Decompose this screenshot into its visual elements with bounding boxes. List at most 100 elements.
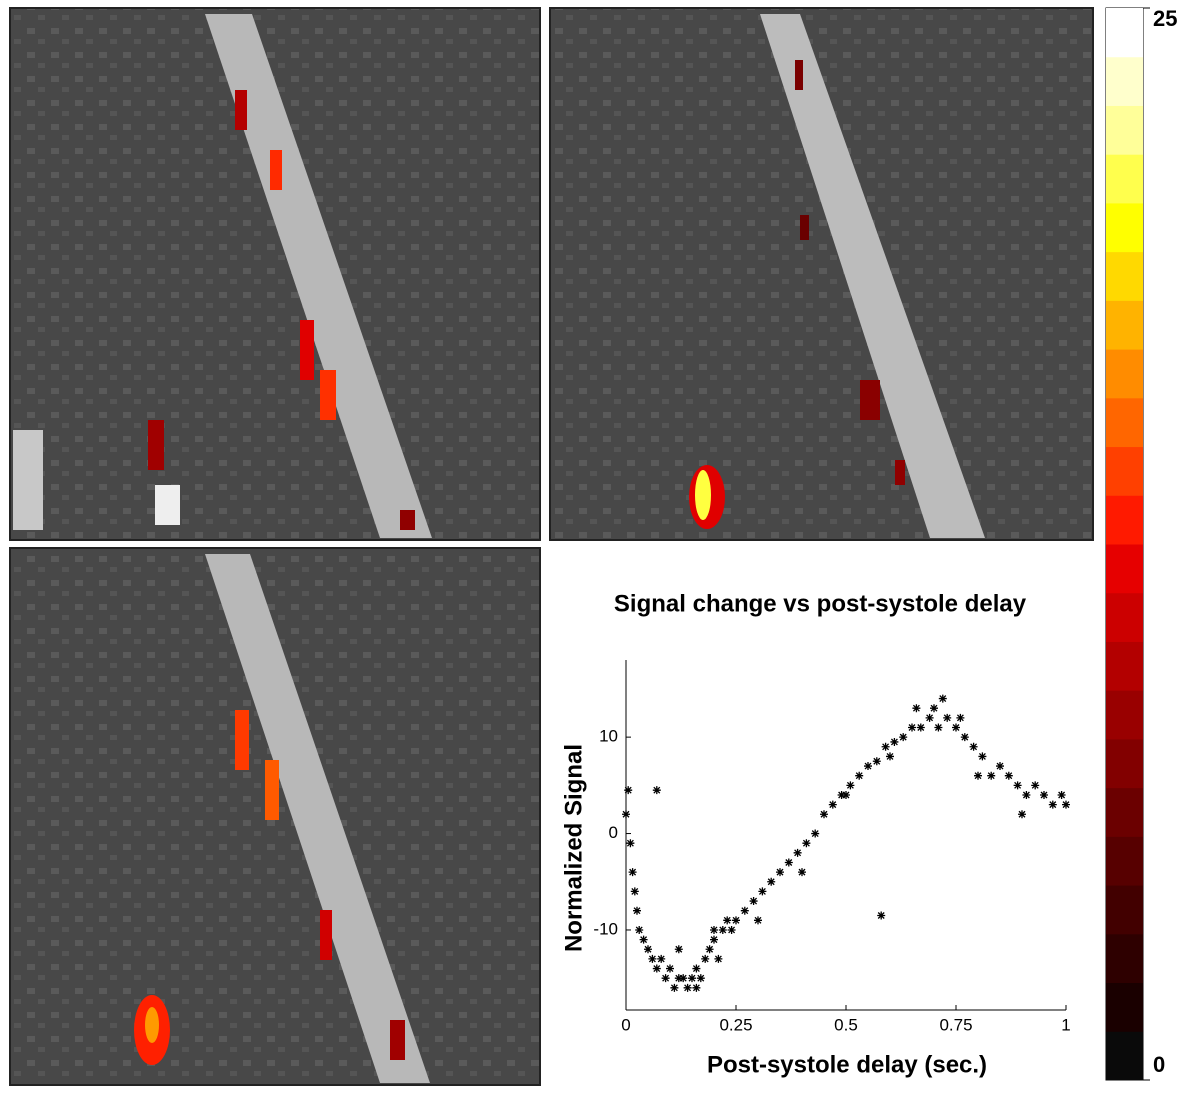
scatter-point [1062,800,1070,809]
scatter-point [956,713,965,722]
y-axis-label: Normalized Signal [560,744,587,952]
scatter-point [648,954,657,963]
scatter-point [633,906,641,915]
scatter-point [864,762,872,771]
colorbar-step [1106,641,1143,691]
scatter-point [960,733,969,742]
scatter-point [877,911,886,920]
scatter-point [886,752,894,761]
scatter-point [683,983,692,992]
x-tick-label: 0.75 [939,1015,972,1034]
colorbar-step [1106,300,1143,350]
scatter-point [828,800,837,809]
scatter-point [727,925,736,934]
scatter-point [688,974,696,983]
scatter-point [644,945,652,954]
scatter-point [1004,771,1013,780]
scatter-point [674,974,683,983]
scatter-point [943,713,952,722]
colorbar-step [1106,446,1143,496]
scatter-point [890,737,899,746]
scatter-point [674,945,683,954]
scatter-point [754,916,762,925]
scatter-point [630,887,639,896]
scatter-point [1031,781,1040,790]
scatter-point [987,771,996,780]
scatter-point [811,829,820,838]
scatter-point [639,935,648,944]
scatter-point [692,964,701,973]
scatter-point [718,925,727,934]
scatter-point [776,868,784,877]
scatter-point [925,713,934,722]
scatter-point [934,723,943,732]
scatter-point [666,964,674,973]
scatter-point [679,974,688,983]
scatter-point [793,848,802,857]
colorbar-step [1106,690,1143,740]
y-tick-label: -10 [593,919,618,938]
scatter-point [1048,800,1057,809]
scatter-point [622,810,630,819]
scatter-point [846,781,855,790]
scatter-point [1013,781,1022,790]
colorbar-step [1106,495,1143,545]
scatter-point [767,877,776,886]
scatter-point [978,752,987,761]
scatter-point [705,945,714,954]
y-tick-label: 0 [609,823,618,842]
scatter-point [701,954,710,963]
scatter-point [996,762,1004,771]
scatter-point [881,742,890,751]
scatter-point [872,757,881,766]
scatter-point [802,839,811,848]
colorbar-step [1106,836,1143,886]
colorbar-step [1106,787,1143,837]
scatter-point [714,954,723,963]
x-tick-label: 1 [1061,1015,1070,1034]
scatter-point [938,694,947,703]
scatter-point [628,868,637,877]
chart-title: Signal change vs post-systole delay [614,590,1027,617]
colorbar-step [1106,397,1143,448]
scatter-point [1022,790,1031,799]
scatter-point [908,723,916,732]
scatter-point [723,916,732,925]
x-tick-label: 0 [621,1015,630,1034]
colorbar-step [1106,885,1143,935]
scatter-point [749,897,758,906]
scatter-point [740,906,749,915]
scatter-point [837,790,846,799]
scatter-point [855,771,864,780]
colorbar-step [1106,933,1143,984]
colorbar-step [1106,105,1143,155]
colorbar-step [1106,154,1143,204]
image-panel [549,7,1094,541]
scatter-point [732,916,740,925]
scatter-point [798,868,806,877]
scatter-point [692,983,701,992]
colorbar-tick-label: 0 [1153,1052,1165,1077]
x-tick-label: 0.5 [834,1015,858,1034]
scatter-point [626,839,635,848]
scatter-point [652,786,661,795]
scatter-point [710,925,718,934]
scatter-point [969,742,978,751]
scatter-point [916,723,925,732]
scatter-point [842,790,850,799]
scatter-point [899,733,908,742]
y-tick-label: 10 [599,727,618,746]
scatter-point [820,810,828,819]
colorbar-step [1106,349,1143,399]
scatter-point [657,954,666,963]
colorbar-step [1106,202,1143,253]
colorbar-step [1106,56,1143,106]
scatter-point [974,771,982,780]
scatter-point [1018,810,1026,819]
colorbar-step [1106,8,1143,58]
scatter-point [912,704,921,713]
scatter-point [930,704,938,713]
colorbar-step [1106,1031,1143,1081]
